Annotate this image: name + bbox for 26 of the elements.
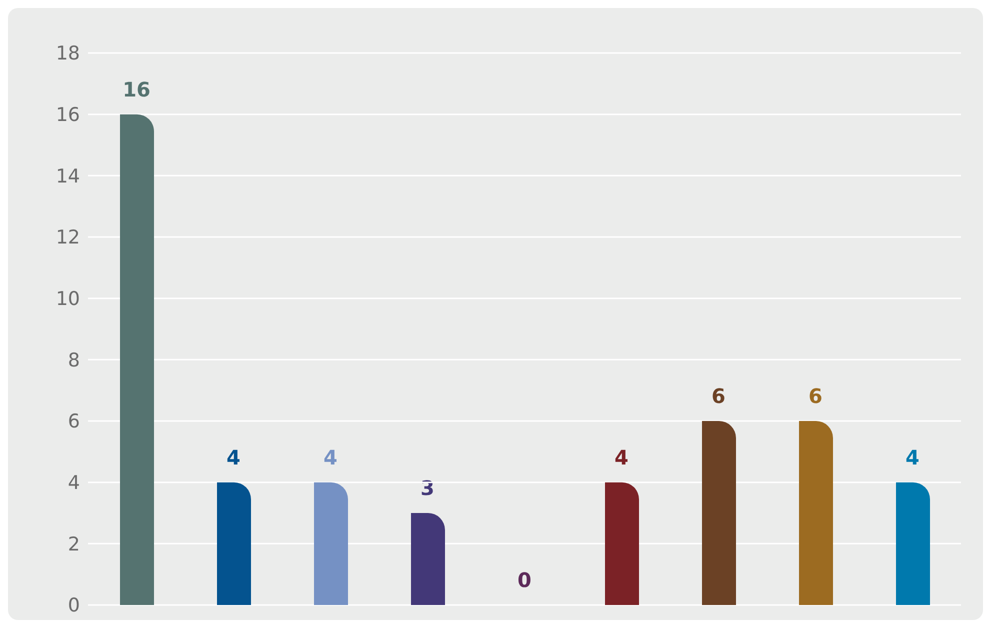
bar bbox=[120, 114, 154, 605]
y-tick-label: 18 bbox=[56, 42, 80, 65]
y-tick-label: 6 bbox=[68, 410, 80, 433]
y-tick-label: 14 bbox=[56, 165, 80, 188]
y-tick-label: 4 bbox=[68, 472, 80, 494]
data-label: 6 bbox=[808, 384, 822, 408]
y-tick-label: 8 bbox=[68, 349, 80, 372]
bar bbox=[702, 421, 736, 605]
bar bbox=[217, 482, 251, 605]
data-label: 6 bbox=[712, 384, 726, 408]
y-tick-label: 10 bbox=[56, 288, 80, 310]
data-label: 4 bbox=[324, 445, 338, 470]
bar bbox=[605, 482, 639, 605]
y-tick-label: 16 bbox=[56, 104, 80, 126]
data-label: 16 bbox=[122, 77, 150, 102]
y-tick-label: 12 bbox=[56, 226, 80, 249]
bar bbox=[799, 421, 833, 605]
data-label: 4 bbox=[226, 445, 240, 470]
data-label: 4 bbox=[614, 445, 628, 470]
bar bbox=[896, 482, 930, 605]
bar bbox=[411, 513, 445, 605]
data-label: 4 bbox=[906, 445, 920, 470]
y-tick-label: 0 bbox=[68, 594, 80, 617]
bar bbox=[314, 482, 348, 605]
data-label: 0 bbox=[518, 568, 532, 592]
y-tick-label: 2 bbox=[68, 533, 80, 556]
